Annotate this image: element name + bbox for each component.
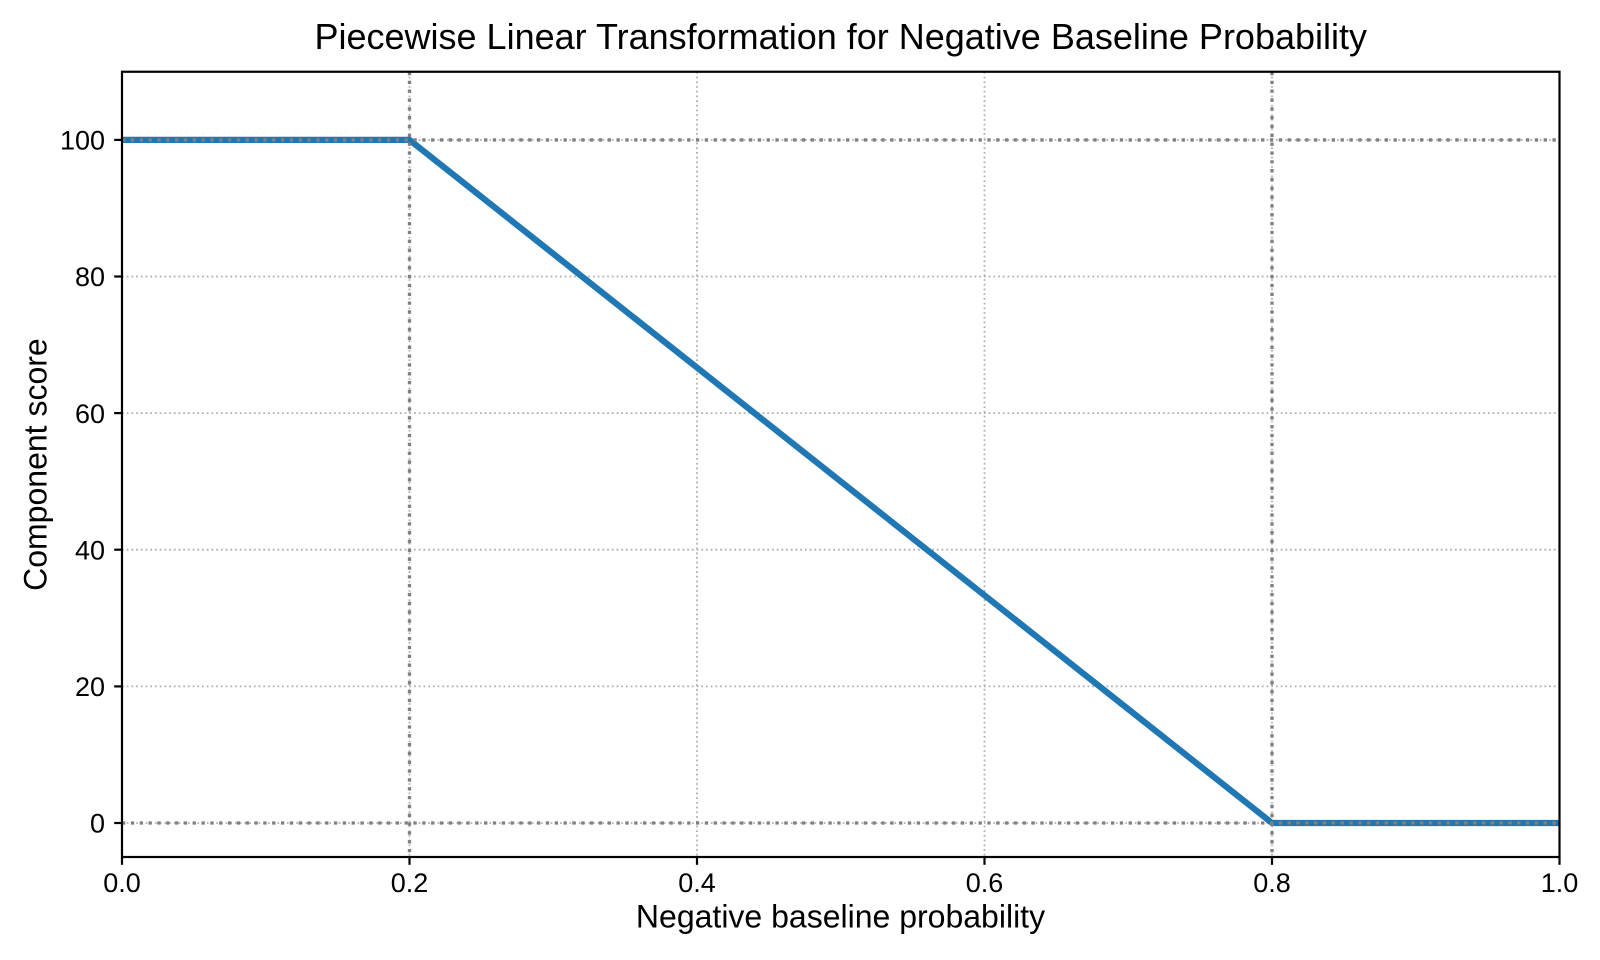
svg-text:20: 20 <box>75 672 105 702</box>
svg-text:Component score: Component score <box>17 338 53 591</box>
svg-text:0: 0 <box>90 809 105 839</box>
svg-text:0.0: 0.0 <box>103 868 141 898</box>
svg-text:100: 100 <box>60 126 105 156</box>
svg-text:0.8: 0.8 <box>1253 868 1291 898</box>
svg-text:60: 60 <box>75 399 105 429</box>
svg-text:0.2: 0.2 <box>391 868 429 898</box>
svg-text:Negative baseline probability: Negative baseline probability <box>636 899 1045 935</box>
svg-text:Piecewise Linear Transformatio: Piecewise Linear Transformation for Nega… <box>314 16 1367 57</box>
svg-text:1.0: 1.0 <box>1541 868 1579 898</box>
svg-text:0.4: 0.4 <box>678 868 716 898</box>
svg-text:0.6: 0.6 <box>966 868 1004 898</box>
svg-text:80: 80 <box>75 262 105 292</box>
svg-text:40: 40 <box>75 535 105 565</box>
